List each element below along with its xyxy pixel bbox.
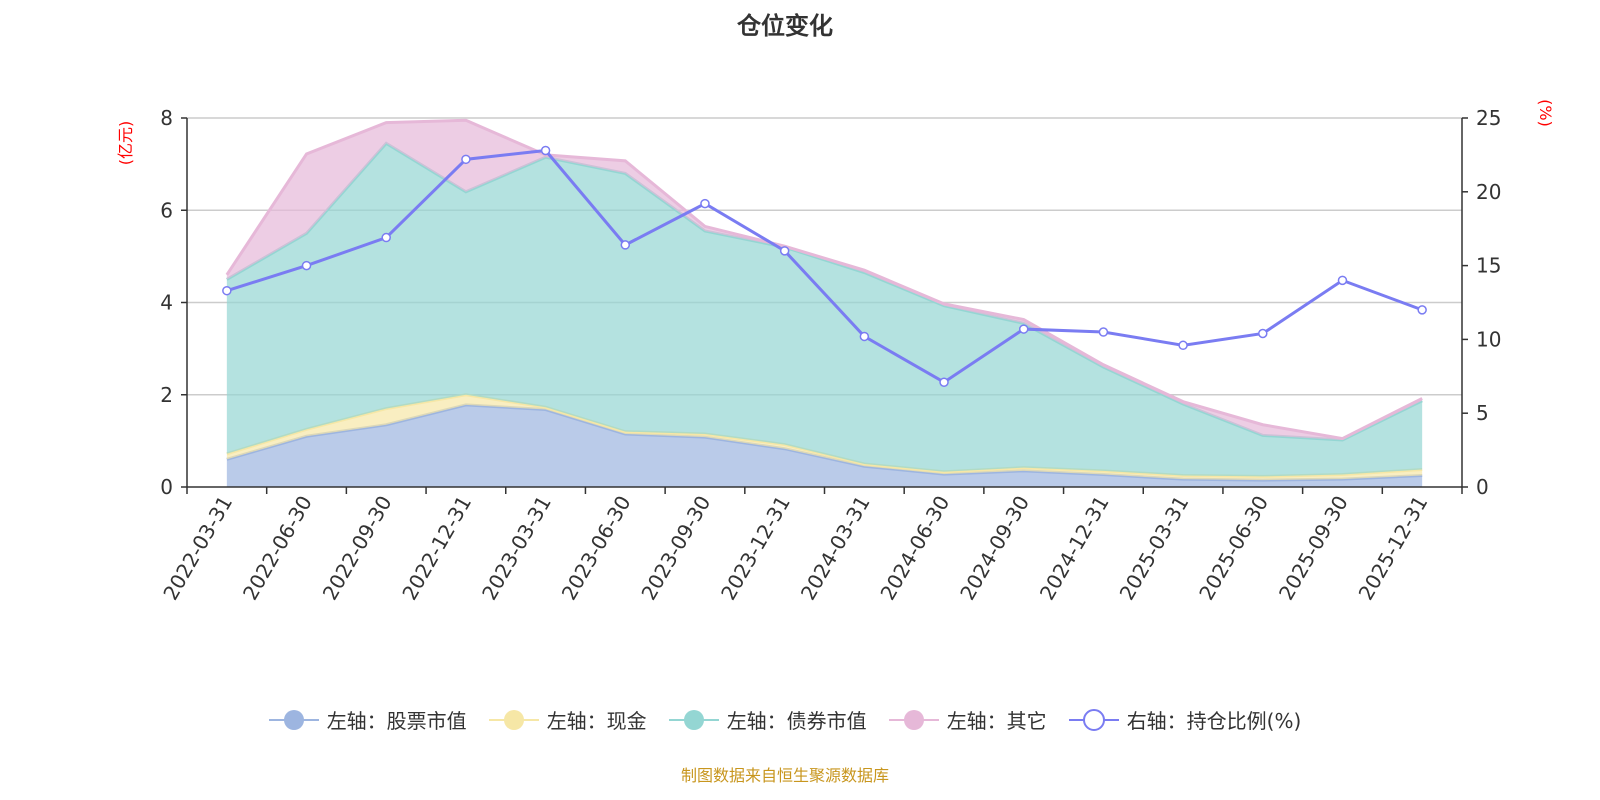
x-axis-tick-label: 2025-09-30 (1274, 492, 1353, 605)
legend-marker-icon (488, 709, 539, 730)
legend-item[interactable]: 右轴：持仓比例(%) (1068, 705, 1302, 734)
ratio-point (1337, 275, 1348, 286)
left-axis-tick-label: 2 (160, 383, 173, 407)
ratio-point (540, 145, 551, 156)
legend-item[interactable]: 左轴：债券市值 (668, 705, 867, 734)
x-axis-tick-label: 2024-09-30 (955, 492, 1034, 605)
x-axis-tick-label: 2023-12-31 (716, 492, 795, 605)
x-axis-tick-label: 2024-12-31 (1035, 492, 1114, 605)
area-左轴：股票市值 (226, 404, 1423, 487)
ratio-line (226, 148, 1423, 384)
legend-item[interactable]: 左轴：现金 (488, 705, 647, 734)
right-axis-tick-label: 15 (1476, 254, 1501, 278)
ratio-point (461, 154, 471, 165)
legend-marker-icon (1068, 708, 1119, 731)
legend-marker-icon (888, 709, 939, 730)
right-axis-unit: (%) (1536, 99, 1555, 127)
ratio-point (381, 232, 391, 243)
legend-marker-icon (668, 709, 719, 730)
ratio-point (1178, 340, 1188, 351)
legend-marker-icon (268, 709, 319, 730)
ratio-point (939, 377, 949, 387)
x-axis-tick-label: 2023-09-30 (636, 492, 715, 605)
legend-label: 左轴：其它 (946, 709, 1047, 733)
ratio-point (1258, 328, 1268, 339)
right-axis-tick-label: 20 (1476, 180, 1501, 204)
left-axis-tick-label: 0 (160, 475, 173, 499)
left-axis-tick-label: 4 (160, 291, 173, 315)
source-footer: 制图数据来自恒生聚源数据库 (680, 766, 889, 785)
legend: 左轴：股票市值 左轴：现金 左轴：债券市值 左轴：其它 右轴：持仓比例(%) (0, 705, 1570, 734)
legend-label: 左轴：现金 (546, 709, 647, 733)
x-axis-tick-label: 2022-12-31 (397, 492, 476, 605)
x-axis-tick-label: 2024-06-30 (875, 492, 954, 605)
x-axis-tick-label: 2025-06-30 (1194, 492, 1273, 605)
right-axis-tick-label: 10 (1476, 327, 1501, 351)
left-axis-tick-label: 6 (160, 198, 173, 222)
x-axis-tick-label: 2024-03-31 (796, 492, 875, 605)
ratio-point (1417, 305, 1427, 315)
ratio-point (779, 246, 790, 256)
legend-label: 左轴：债券市值 (726, 709, 867, 733)
area-左轴：其它 (226, 120, 1423, 440)
legend-item[interactable]: 左轴：其它 (888, 705, 1047, 734)
area-edge-左轴：其它 (225, 118, 1423, 441)
ratio-point (1098, 327, 1109, 337)
x-axis-tick-label: 2023-06-30 (557, 492, 636, 605)
legend-item[interactable]: 左轴：股票市值 (268, 705, 467, 734)
legend-label: 左轴：股票市值 (326, 709, 467, 733)
ratio-point (222, 285, 232, 296)
chart-title: 仓位变化 (737, 12, 833, 40)
x-axis-tick-label: 2025-03-31 (1115, 492, 1194, 605)
ratio-point (700, 198, 710, 209)
ratio-point (620, 240, 631, 250)
legend-label: 右轴：持仓比例(%) (1126, 709, 1302, 733)
x-axis-tick-label: 2022-03-31 (158, 492, 237, 605)
left-axis-tick-label: 8 (160, 106, 173, 130)
left-axis-unit: (亿元) (116, 121, 135, 166)
ratio-point (301, 260, 312, 271)
x-axis-tick-label: 2025-12-31 (1354, 492, 1433, 605)
right-axis-tick-label: 5 (1476, 401, 1489, 425)
right-axis-tick-label: 25 (1476, 106, 1501, 130)
x-axis-tick-label: 2022-09-30 (318, 492, 397, 605)
area-左轴：债券市值 (226, 143, 1423, 477)
right-axis-tick-label: 0 (1476, 475, 1489, 499)
ratio-point (859, 331, 870, 342)
x-axis-tick-label: 2022-06-30 (238, 492, 317, 605)
x-axis-tick-label: 2023-03-31 (477, 492, 556, 605)
ratio-point (1018, 324, 1029, 334)
